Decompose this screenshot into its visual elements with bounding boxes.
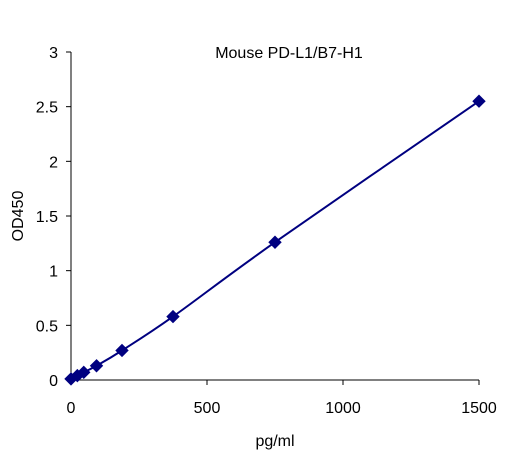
y-tick-label: 2.5	[36, 100, 58, 117]
y-tick-label: 1	[49, 264, 58, 281]
x-axis-label: pg/ml	[255, 433, 294, 450]
data-point	[77, 365, 91, 380]
y-tick-label: 3	[49, 45, 58, 62]
y-tick-label: 0	[49, 373, 58, 390]
y-tick-label: 0.5	[36, 318, 58, 335]
x-tick-label: 1500	[461, 400, 497, 417]
plot-area: 0 0.5 1 1.5 2 2.5 3 0 500 1000 1500	[36, 45, 497, 417]
x-tick-label: 1000	[325, 400, 361, 417]
data-point	[268, 235, 282, 249]
data-point	[472, 94, 486, 108]
x-tick-label: 500	[194, 400, 221, 417]
y-tick-label: 1.5	[36, 209, 58, 226]
chart-title: Mouse PD-L1/B7-H1	[215, 45, 363, 62]
data-point	[166, 309, 180, 324]
y-tick-label: 2	[49, 154, 58, 171]
data-point	[89, 359, 104, 373]
y-axis-label: OD450	[10, 191, 27, 242]
x-tick-label: 0	[67, 400, 76, 417]
data-point	[115, 343, 129, 358]
